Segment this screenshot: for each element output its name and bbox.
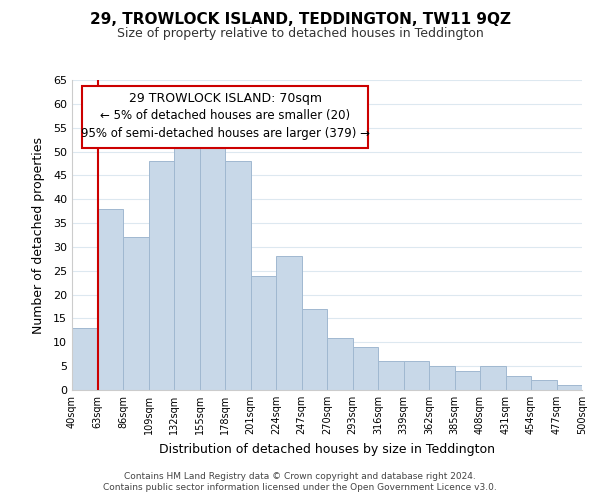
Text: Contains public sector information licensed under the Open Government Licence v3: Contains public sector information licen…: [103, 484, 497, 492]
Bar: [149, 161, 174, 390]
Bar: [123, 238, 149, 390]
Text: 29 TROWLOCK ISLAND: 70sqm: 29 TROWLOCK ISLAND: 70sqm: [128, 92, 322, 106]
Text: 95% of semi-detached houses are larger (379) →: 95% of semi-detached houses are larger (…: [80, 126, 370, 140]
Bar: [531, 380, 557, 390]
Bar: [429, 366, 455, 390]
Bar: [455, 371, 480, 390]
Bar: [480, 366, 505, 390]
Bar: [72, 328, 97, 390]
Bar: [199, 147, 225, 390]
Bar: [302, 309, 327, 390]
Bar: [225, 161, 251, 390]
Bar: [557, 385, 582, 390]
Bar: [505, 376, 531, 390]
Text: Contains HM Land Registry data © Crown copyright and database right 2024.: Contains HM Land Registry data © Crown c…: [124, 472, 476, 481]
Bar: [174, 132, 199, 390]
Bar: [276, 256, 302, 390]
FancyBboxPatch shape: [82, 86, 368, 148]
Text: 29, TROWLOCK ISLAND, TEDDINGTON, TW11 9QZ: 29, TROWLOCK ISLAND, TEDDINGTON, TW11 9Q…: [89, 12, 511, 28]
Bar: [251, 276, 276, 390]
Y-axis label: Number of detached properties: Number of detached properties: [32, 136, 44, 334]
Text: Size of property relative to detached houses in Teddington: Size of property relative to detached ho…: [116, 28, 484, 40]
Bar: [353, 347, 378, 390]
Text: ← 5% of detached houses are smaller (20): ← 5% of detached houses are smaller (20): [100, 110, 350, 122]
Bar: [378, 362, 404, 390]
Bar: [327, 338, 353, 390]
Bar: [404, 362, 429, 390]
Bar: [97, 209, 123, 390]
X-axis label: Distribution of detached houses by size in Teddington: Distribution of detached houses by size …: [159, 442, 495, 456]
